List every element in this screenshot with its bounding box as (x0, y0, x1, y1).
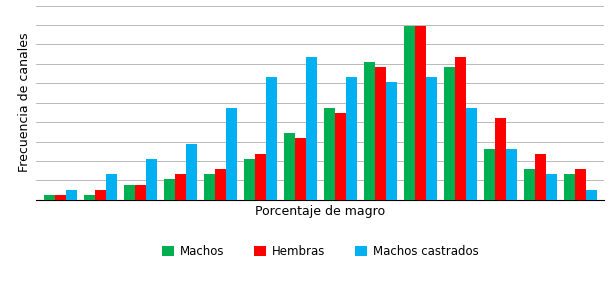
Bar (266, 77, 277, 200)
Bar (455, 57, 466, 200)
X-axis label: Porcentaje de magro: Porcentaje de magro (256, 205, 386, 218)
Bar (295, 138, 306, 200)
Bar (506, 149, 517, 200)
Bar (284, 133, 295, 200)
Bar (495, 118, 506, 200)
Bar (306, 57, 317, 200)
Bar (575, 169, 586, 200)
Bar (426, 77, 437, 200)
Bar (386, 82, 397, 200)
Bar (106, 174, 117, 200)
Bar (346, 77, 357, 200)
Bar (135, 185, 146, 200)
Bar (364, 62, 375, 200)
Legend: Machos, Hembras, Machos castrados: Machos, Hembras, Machos castrados (158, 241, 483, 263)
Bar (323, 108, 335, 200)
Bar (335, 113, 346, 200)
Bar (243, 159, 255, 200)
Bar (443, 67, 455, 200)
Bar (186, 144, 197, 200)
Bar (466, 108, 477, 200)
Bar (174, 174, 186, 200)
Bar (43, 195, 55, 200)
Bar (95, 190, 106, 200)
Bar (375, 67, 386, 200)
Bar (255, 154, 266, 200)
Bar (564, 174, 575, 200)
Bar (586, 190, 597, 200)
Bar (415, 26, 426, 200)
Bar (146, 159, 157, 200)
Bar (66, 190, 77, 200)
Bar (226, 108, 237, 200)
Bar (546, 174, 557, 200)
Bar (215, 169, 226, 200)
Bar (84, 195, 95, 200)
Bar (204, 174, 215, 200)
Bar (523, 169, 535, 200)
Bar (163, 179, 174, 200)
Bar (484, 149, 495, 200)
Bar (404, 26, 415, 200)
Bar (535, 154, 546, 200)
Bar (55, 195, 66, 200)
Bar (124, 185, 135, 200)
Y-axis label: Frecuencia de canales: Frecuencia de canales (18, 33, 30, 173)
